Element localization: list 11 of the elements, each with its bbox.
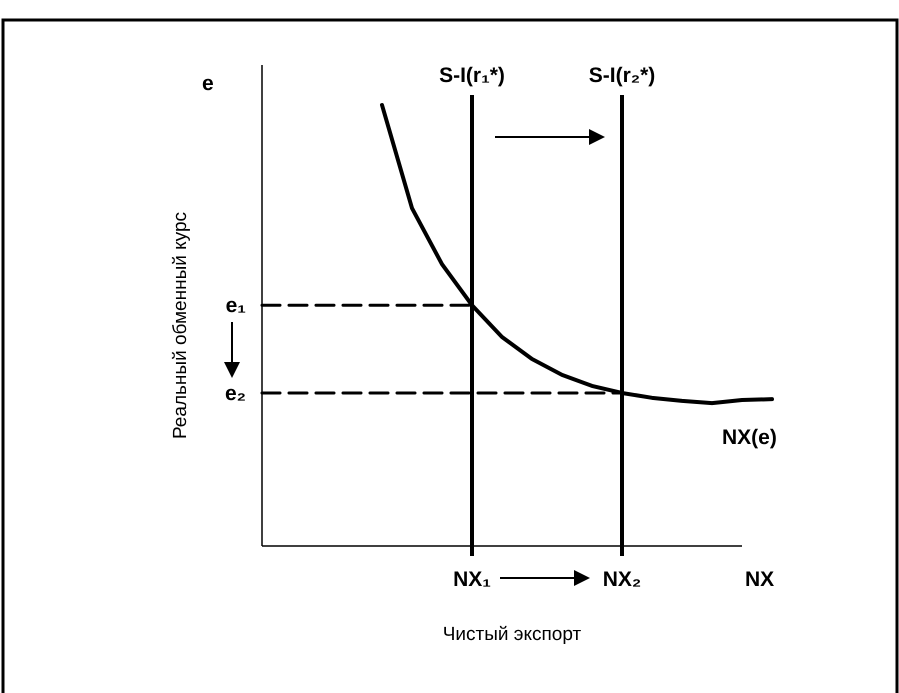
text: e₂ xyxy=(224,382,246,405)
text: NX xyxy=(745,568,774,591)
x-tick-label: NX₂ xyxy=(602,568,642,591)
text: e xyxy=(202,72,214,95)
x-tick-label: NX₁ xyxy=(453,568,491,591)
ref-line-label: S-I(r₁*) xyxy=(439,64,505,87)
ref-line-label: S-I(r₂*) xyxy=(588,64,656,87)
series-label: NX(e) xyxy=(722,426,777,450)
x-axis-title: Чистый экспорт xyxy=(442,624,582,645)
text: e₁ xyxy=(226,294,246,318)
y-axis-title: Реальный обменный курс xyxy=(170,212,191,440)
